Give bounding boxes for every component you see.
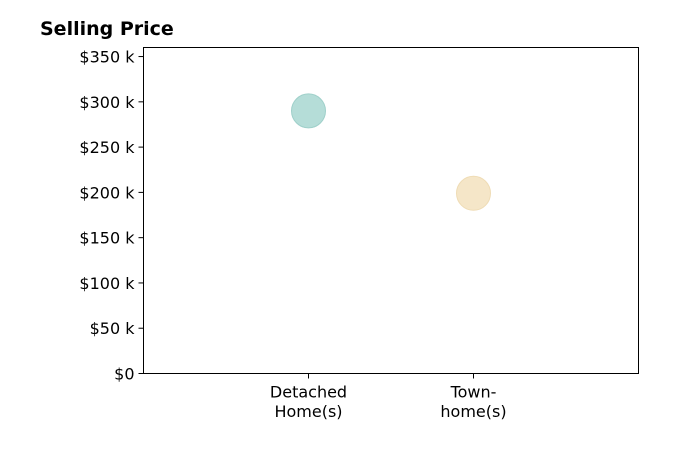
y-tick-label: $300 k (79, 93, 135, 112)
x-tick-label: Town-home(s) (440, 383, 506, 422)
y-axis: $0 $50 k $100 k $150 k $200 k $250 k $300 k $35… (79, 48, 144, 384)
x-tick-label-line: Home(s) (274, 402, 342, 421)
data-point (291, 93, 326, 129)
y-tick-label: $350 k (79, 48, 135, 67)
data-points (291, 93, 491, 211)
x-tick-label-line: Town- (450, 383, 497, 402)
plot-frame (143, 47, 639, 374)
y-tick-label: $150 k (79, 229, 135, 248)
x-axis: Detached Home(s) Town-home(s) (270, 373, 507, 422)
x-tick-label: Detached Home(s) (270, 383, 347, 422)
y-tick-label: $200 k (79, 183, 135, 202)
chart-title: Selling Price (40, 18, 174, 40)
y-tick-label: $100 k (79, 274, 135, 293)
y-tick-label: $250 k (79, 138, 135, 157)
x-tick-label-line: Detached (270, 383, 347, 402)
x-tick-label-line: home(s) (440, 402, 506, 421)
y-tick-label: $0 (114, 365, 134, 384)
data-point (456, 175, 491, 211)
y-tick-label: $50 k (90, 319, 136, 338)
